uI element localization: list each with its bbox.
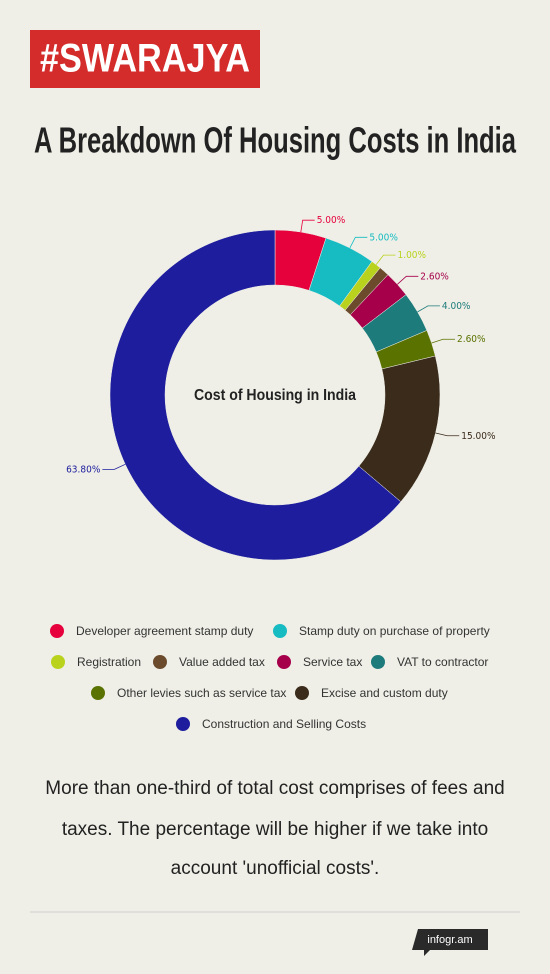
legend-label: Registration xyxy=(77,655,141,669)
legend-swatch xyxy=(371,655,385,669)
leader-line xyxy=(435,432,460,437)
value-label: 5.00% xyxy=(369,232,398,243)
legend-swatch xyxy=(91,686,105,700)
legend-label: Service tax xyxy=(303,655,362,669)
leader-line xyxy=(349,236,368,249)
legend-swatch xyxy=(176,717,190,731)
legend-swatch xyxy=(277,655,291,669)
leader-line xyxy=(102,463,126,470)
chart-title: A Breakdown Of Housing Costs in India xyxy=(34,120,517,161)
value-label: 2.60% xyxy=(457,334,486,345)
legend-label: Developer agreement stamp duty xyxy=(76,624,253,638)
legend-label: VAT to contractor xyxy=(397,655,488,669)
legend-label: Stamp duty on purchase of property xyxy=(299,624,490,638)
legend-swatch xyxy=(295,686,309,700)
logo-box xyxy=(30,30,260,88)
value-label: 4.00% xyxy=(442,301,471,312)
legend-swatch xyxy=(50,624,64,638)
caption-line: account 'unofficial costs'. xyxy=(171,858,380,879)
legend-swatch xyxy=(153,655,167,669)
leader-line xyxy=(375,254,396,265)
brand[interactable]: infogr.am xyxy=(427,934,472,946)
leader-line xyxy=(397,275,419,285)
leader-line xyxy=(431,338,455,344)
value-label: 2.60% xyxy=(420,271,449,282)
slice xyxy=(109,229,402,561)
leader-line xyxy=(417,305,440,313)
legend-label: Other levies such as service tax xyxy=(117,686,286,700)
caption-line: taxes. The percentage will be higher if … xyxy=(62,819,488,840)
value-label: 1.00% xyxy=(397,250,426,261)
logo: #SWARAJYA xyxy=(40,37,250,81)
donut: 5.00% 5.00% 1.00% 2.60% 4.00% 2.60% 15.00% 63.8… xyxy=(66,215,496,561)
legend-label: Construction and Selling Costs xyxy=(202,717,366,731)
legend-swatch xyxy=(273,624,287,638)
legend: Developer agreement stamp duty Stamp duty… xyxy=(50,624,490,731)
center-label: Cost of Housing in India xyxy=(194,387,356,404)
value-label: 15.00% xyxy=(461,431,496,442)
legend-swatch xyxy=(51,655,65,669)
brand-badge[interactable] xyxy=(412,929,488,956)
value-label: 63.80% xyxy=(66,464,101,475)
legend-label: Value added tax xyxy=(179,655,265,669)
value-label: 5.00% xyxy=(317,215,346,226)
caption-line: More than one-third of total cost compri… xyxy=(45,778,504,799)
legend-label: Excise and custom duty xyxy=(321,686,448,700)
leader-line xyxy=(300,219,315,233)
